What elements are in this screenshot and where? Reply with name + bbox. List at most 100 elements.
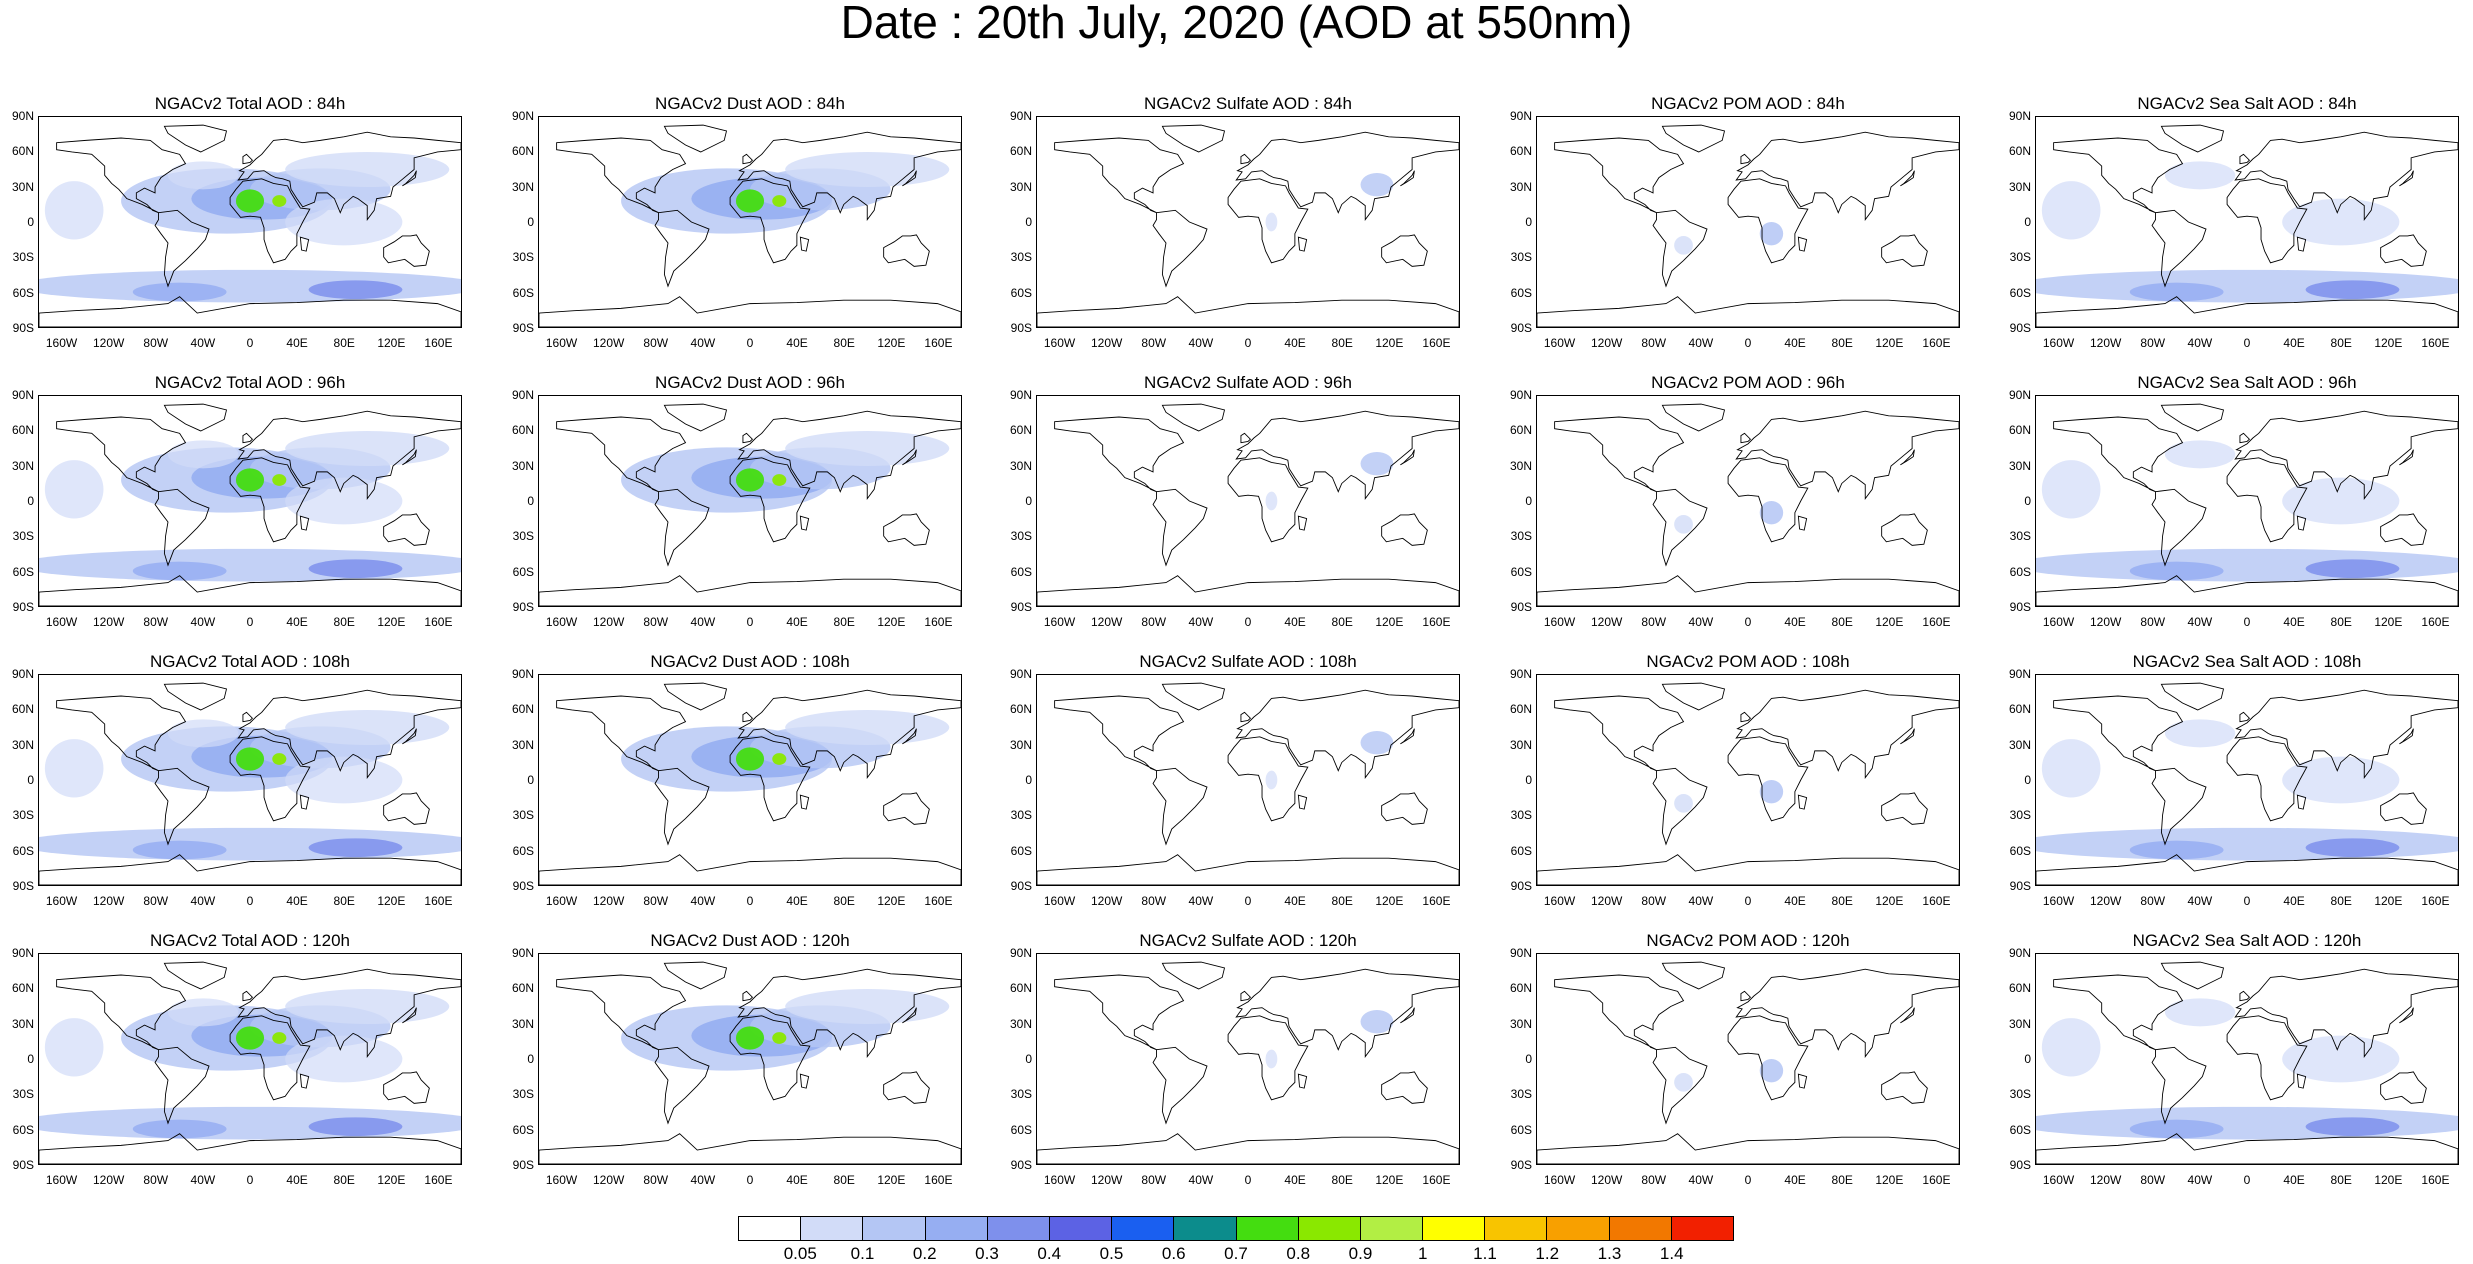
coastline bbox=[1400, 1007, 1415, 1024]
lat-tick-label: 0 bbox=[527, 1052, 534, 1066]
coastline bbox=[663, 961, 728, 990]
coastline bbox=[39, 1133, 461, 1164]
lon-tick-label: 40E bbox=[2283, 336, 2305, 350]
coastline bbox=[2296, 236, 2307, 252]
lat-tick-label: 90S bbox=[512, 879, 534, 893]
lat-tick-label: 60N bbox=[1009, 144, 1032, 159]
lon-tick-label: 80W bbox=[1641, 615, 1667, 629]
lat-tick-label: 90S bbox=[1010, 600, 1032, 614]
coastline bbox=[1652, 1046, 1708, 1125]
lat-tick-label: 0 bbox=[527, 494, 534, 508]
coastline bbox=[2399, 449, 2414, 466]
aod-shading bbox=[167, 719, 239, 748]
coastline bbox=[2239, 990, 2251, 1002]
lon-tick-label: 80W bbox=[1141, 894, 1167, 908]
coastline bbox=[654, 209, 710, 288]
coastline bbox=[1735, 410, 1959, 500]
lat-tick-label: 90N bbox=[1509, 667, 1532, 681]
lat-tick-label: 90N bbox=[11, 946, 34, 960]
lon-tick-label: 120W bbox=[92, 615, 125, 629]
aod-shading bbox=[235, 1026, 265, 1050]
lon-tick-label: 80E bbox=[333, 615, 355, 629]
lon-tick-label: 80E bbox=[833, 615, 855, 629]
aod-shading bbox=[1759, 501, 1784, 525]
lon-tick-label: 80W bbox=[643, 336, 669, 350]
coastline bbox=[1054, 137, 1185, 214]
coastline bbox=[2239, 153, 2251, 165]
panel-title: NGACv2 POM AOD : 108h bbox=[1646, 652, 1850, 671]
lon-tick-label: 40W bbox=[690, 1173, 716, 1187]
aod-map bbox=[1036, 953, 1460, 1165]
lon-tick-label: 160E bbox=[1422, 1173, 1451, 1187]
lat-tick-label: 90S bbox=[2009, 321, 2031, 335]
world-map bbox=[39, 682, 461, 885]
coastline bbox=[1740, 990, 1752, 1002]
map-panel: NGACv2 POM AOD : 96h 90N 60N 30N 0 30S 60S 90S 1… bbox=[1498, 371, 1960, 651]
world-map bbox=[1537, 403, 1959, 606]
lon-tick-label: 120E bbox=[2374, 1173, 2403, 1187]
lat-tick-label: 0 bbox=[1025, 215, 1032, 229]
aod-shading bbox=[735, 747, 765, 771]
lon-tick-label: 160E bbox=[2421, 615, 2450, 629]
panel-title: NGACv2 POM AOD : 120h bbox=[1646, 931, 1850, 950]
lat-tick-label: 90S bbox=[12, 600, 34, 614]
coastline bbox=[1661, 961, 1726, 990]
lon-tick-label: 40W bbox=[2187, 1173, 2213, 1187]
colorbar-label: 0.6 bbox=[1161, 1244, 1186, 1263]
world-map bbox=[539, 124, 961, 327]
lat-tick-label: 30N bbox=[511, 1016, 534, 1031]
aod-shading bbox=[2164, 440, 2236, 469]
lat-tick-label: 0 bbox=[527, 773, 534, 787]
coastline bbox=[1161, 961, 1226, 990]
coastline bbox=[2226, 178, 2308, 264]
lat-tick-label: 30N bbox=[11, 179, 34, 194]
coastline bbox=[1881, 792, 1928, 825]
coastline bbox=[1297, 1073, 1308, 1089]
coastline bbox=[383, 792, 430, 825]
coastline bbox=[2234, 131, 2458, 221]
coastline bbox=[154, 209, 210, 288]
lat-tick-label: 30S bbox=[1510, 1087, 1532, 1102]
coastline bbox=[229, 178, 311, 264]
lat-tick-label: 90N bbox=[511, 946, 534, 960]
lon-tick-label: 40W bbox=[690, 336, 716, 350]
coastline bbox=[1381, 513, 1428, 546]
coastline bbox=[2053, 974, 2184, 1051]
world-map bbox=[2036, 682, 2458, 885]
aod-shading bbox=[735, 468, 765, 492]
lat-tick-label: 30S bbox=[2009, 808, 2031, 823]
coastline bbox=[799, 515, 810, 531]
coastline bbox=[729, 1015, 811, 1101]
lon-tick-label: 80E bbox=[333, 1173, 355, 1187]
lon-tick-label: 40E bbox=[286, 894, 308, 908]
lon-tick-label: 0 bbox=[2243, 1173, 2251, 1187]
lon-tick-label: 160W bbox=[2042, 615, 2075, 629]
coastline bbox=[1037, 854, 1459, 885]
lon-tick-label: 40W bbox=[1188, 1173, 1214, 1187]
lon-tick-label: 160W bbox=[1043, 336, 1076, 350]
colorbar-label: 0.4 bbox=[1037, 1244, 1062, 1263]
lat-tick-label: 90N bbox=[511, 667, 534, 681]
colorbar-swatch bbox=[925, 1217, 988, 1240]
map-panel: NGACv2 Sea Salt AOD : 96h 90N 60N 30N 0 30S 60… bbox=[1997, 371, 2459, 651]
lon-tick-label: 160E bbox=[2421, 894, 2450, 908]
lat-tick-label: 60N bbox=[511, 981, 534, 996]
coastline bbox=[1652, 488, 1708, 567]
lat-tick-label: 60S bbox=[512, 1122, 534, 1137]
lat-tick-label: 30N bbox=[2008, 737, 2031, 752]
lon-tick-label: 80E bbox=[1831, 894, 1853, 908]
lat-tick-label: 90N bbox=[1009, 946, 1032, 960]
aod-shading bbox=[44, 181, 104, 240]
coastline bbox=[229, 736, 311, 822]
lat-tick-label: 90N bbox=[1009, 109, 1032, 123]
lon-tick-label: 80E bbox=[833, 336, 855, 350]
coastline bbox=[1900, 170, 1915, 187]
coastline bbox=[1400, 728, 1415, 745]
lat-tick-label: 90S bbox=[512, 600, 534, 614]
lat-tick-label: 90S bbox=[1510, 600, 1532, 614]
coastline bbox=[163, 961, 228, 990]
lat-tick-label: 30S bbox=[2009, 529, 2031, 544]
lon-tick-label: 160W bbox=[45, 615, 78, 629]
coastline bbox=[1537, 296, 1959, 327]
panel-title: NGACv2 Dust AOD : 96h bbox=[655, 373, 845, 392]
